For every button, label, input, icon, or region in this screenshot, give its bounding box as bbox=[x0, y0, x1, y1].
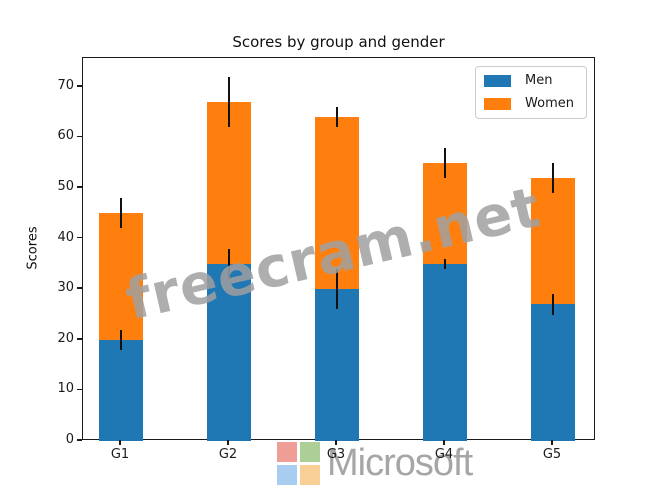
chart-title: Scores by group and gender bbox=[232, 33, 445, 51]
legend: Men Women bbox=[475, 66, 587, 119]
error-bar-women-g3 bbox=[336, 107, 338, 128]
bar-segment-women-g2 bbox=[207, 102, 251, 264]
error-bar-women-g2 bbox=[228, 76, 230, 128]
bar-segment-men-g2 bbox=[207, 263, 251, 441]
x-tick-mark bbox=[119, 440, 121, 445]
x-tick-label-g3: G3 bbox=[326, 447, 346, 462]
legend-label: Women bbox=[525, 96, 574, 111]
x-tick-mark bbox=[443, 440, 445, 445]
microsoft-logo: Microsoft bbox=[277, 441, 473, 485]
y-tick-mark bbox=[77, 439, 82, 441]
y-tick-label: 40 bbox=[57, 229, 74, 245]
error-bar-women-g5 bbox=[552, 162, 554, 194]
error-bar-men-g3 bbox=[336, 268, 338, 310]
y-tick-mark bbox=[77, 135, 82, 138]
error-bar-men-g4 bbox=[444, 258, 446, 269]
x-tick-mark bbox=[335, 440, 337, 445]
error-bar-men-g1 bbox=[120, 329, 122, 350]
microsoft-logo-squares bbox=[277, 441, 320, 485]
error-bar-women-g4 bbox=[444, 147, 446, 178]
x-tick-label-g4: G4 bbox=[434, 447, 454, 462]
bar-segment-women-g4 bbox=[423, 162, 467, 264]
microsoft-logo-text: Microsoft bbox=[327, 442, 473, 484]
error-bar-men-g2 bbox=[228, 248, 230, 280]
error-bar-men-g5 bbox=[552, 294, 554, 315]
y-tick-label: 0 bbox=[65, 432, 74, 447]
bar-segment-men-g3 bbox=[315, 289, 359, 441]
microsoft-blue-square-icon bbox=[277, 464, 297, 485]
y-tick-label: 20 bbox=[57, 330, 74, 346]
y-tick-label: 30 bbox=[57, 280, 74, 296]
microsoft-green-square-icon bbox=[300, 441, 320, 462]
bar-segment-women-g5 bbox=[531, 177, 575, 305]
y-tick-label: 60 bbox=[57, 128, 74, 144]
legend-item-men: Men bbox=[484, 74, 574, 88]
x-tick-label-g2: G2 bbox=[218, 447, 238, 462]
bar-segment-women-g3 bbox=[315, 117, 359, 290]
bar-segment-men-g1 bbox=[99, 339, 143, 441]
bar-segment-women-g1 bbox=[99, 213, 143, 340]
x-tick-label-g1: G1 bbox=[110, 447, 130, 462]
bar-segment-men-g4 bbox=[423, 263, 467, 441]
microsoft-yellow-square-icon bbox=[300, 464, 320, 485]
y-tick-mark bbox=[77, 236, 82, 239]
bar-segment-men-g5 bbox=[531, 304, 575, 441]
y-tick-mark bbox=[77, 338, 82, 340]
y-tick-label: 10 bbox=[57, 381, 74, 397]
legend-label: Men bbox=[525, 73, 553, 88]
x-tick-label-g5: G5 bbox=[542, 447, 562, 462]
y-tick-label: 70 bbox=[57, 77, 74, 93]
plot-area: Men Women bbox=[82, 57, 595, 441]
y-tick-mark bbox=[77, 388, 82, 391]
microsoft-red-square-icon bbox=[277, 441, 297, 462]
y-tick-mark bbox=[77, 287, 82, 289]
women-swatch-icon bbox=[484, 98, 512, 110]
x-tick-mark bbox=[227, 440, 229, 445]
y-tick-label: 50 bbox=[57, 179, 74, 195]
x-tick-mark bbox=[551, 440, 553, 445]
y-tick-mark bbox=[77, 85, 82, 87]
y-tick-mark bbox=[77, 186, 82, 188]
legend-item-women: Women bbox=[484, 97, 574, 111]
error-bar-women-g1 bbox=[120, 198, 122, 229]
men-swatch-icon bbox=[484, 75, 512, 87]
